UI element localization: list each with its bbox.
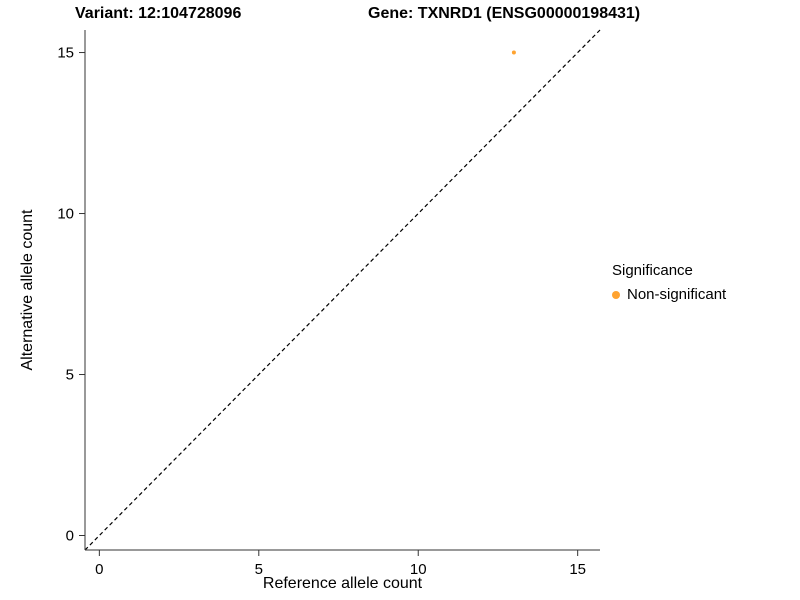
x-tick-label: 15 [569, 561, 586, 578]
identity-line [84, 29, 601, 551]
x-tick-label: 10 [410, 561, 427, 578]
legend-entry: Non-significant [612, 286, 726, 303]
y-axis-label: Alternative allele count [19, 209, 36, 371]
y-tick-label: 10 [57, 206, 74, 223]
legend: Significance Non-significant [612, 262, 726, 303]
y-tick-label: 0 [66, 528, 74, 545]
y-tick-label: 5 [66, 367, 74, 384]
data-point [511, 50, 516, 55]
legend-entry-label: Non-significant [627, 286, 727, 303]
plot-title-variant: Variant: 12:104728096 [75, 5, 242, 22]
x-axis-label: Reference allele count [262, 575, 423, 592]
legend-title: Significance [612, 262, 693, 279]
x-tick-label: 5 [255, 561, 263, 578]
legend-point-icon [612, 290, 620, 299]
x-tick-label: 0 [95, 561, 103, 578]
plot-title-gene: Gene: TXNRD1 (ENSG00000198431) [368, 5, 641, 22]
y-tick-label: 15 [57, 45, 74, 62]
